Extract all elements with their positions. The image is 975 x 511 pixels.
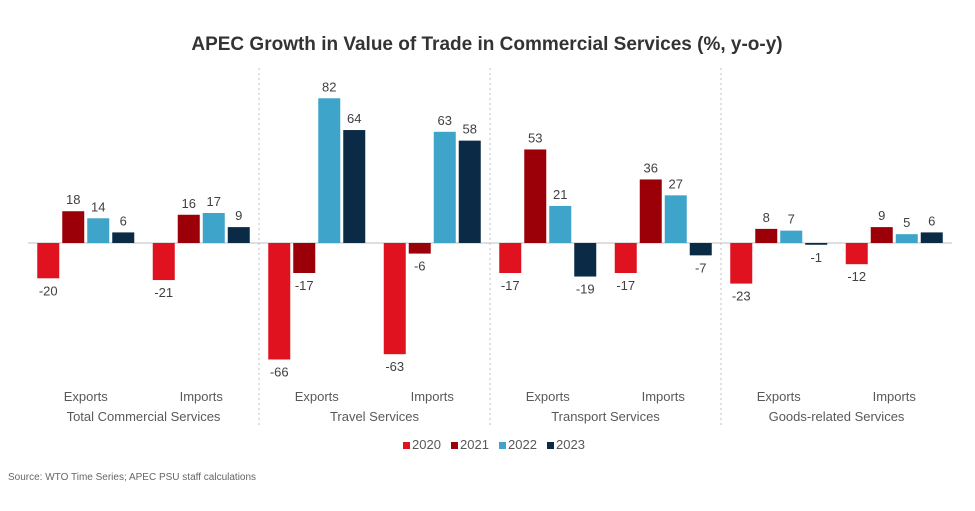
- data-label: 64: [347, 111, 361, 126]
- bar-2022: [780, 230, 803, 243]
- group-label: Goods-related Services: [769, 409, 905, 424]
- data-label: -7: [695, 260, 707, 275]
- legend-label-2021: 2021: [460, 437, 489, 452]
- bar-2022: [549, 205, 572, 243]
- bar-2021: [639, 179, 662, 243]
- data-label: 9: [878, 208, 885, 223]
- bar-2020: [730, 243, 753, 284]
- category-labels: Exports Imports Total Commercial Services E…: [64, 389, 917, 424]
- bars: [37, 98, 943, 360]
- data-label: 36: [644, 160, 658, 175]
- bar-2023: [458, 140, 481, 243]
- bar-2023: [689, 243, 712, 256]
- bar-2023: [112, 232, 135, 243]
- legend-label-2020: 2020: [412, 437, 441, 452]
- data-label: 5: [903, 215, 910, 230]
- data-label: 9: [235, 208, 242, 223]
- group-label: Travel Services: [330, 409, 420, 424]
- data-label: -66: [270, 364, 289, 379]
- bar-2021: [293, 243, 316, 274]
- category-label: Exports: [64, 389, 109, 404]
- data-label: 8: [763, 210, 770, 225]
- bar-2021: [62, 211, 85, 243]
- data-label: -20: [39, 283, 58, 298]
- data-label: -17: [501, 278, 520, 293]
- bar-2021: [524, 149, 547, 243]
- data-label: 6: [120, 213, 127, 228]
- bar-2020: [614, 243, 637, 274]
- legend-swatch-2022: [499, 442, 506, 449]
- category-label: Exports: [757, 389, 802, 404]
- legend-swatch-2021: [451, 442, 458, 449]
- bar-2023: [343, 130, 366, 243]
- bar-2020: [152, 243, 175, 281]
- bar-2020: [383, 243, 406, 355]
- category-label: Imports: [180, 389, 224, 404]
- data-label: -1: [810, 250, 822, 265]
- data-label: -19: [576, 282, 595, 297]
- data-label: 14: [91, 199, 105, 214]
- data-label: 27: [669, 176, 683, 191]
- data-label: 7: [788, 212, 795, 227]
- bar-2022: [664, 195, 687, 243]
- bar-2023: [227, 227, 250, 243]
- bar-2020: [499, 243, 522, 274]
- data-label: -12: [847, 269, 866, 284]
- bar-2020: [845, 243, 868, 265]
- data-label: -63: [385, 359, 404, 374]
- data-label: -21: [154, 285, 173, 300]
- legend-swatch-2020: [403, 442, 410, 449]
- category-label: Imports: [411, 389, 455, 404]
- data-label: -17: [295, 278, 314, 293]
- bar-2021: [177, 214, 200, 243]
- legend-label-2022: 2022: [508, 437, 537, 452]
- bar-2021: [408, 243, 431, 254]
- data-label: -23: [732, 289, 751, 304]
- data-label: 16: [182, 196, 196, 211]
- legend-swatch-2023: [547, 442, 554, 449]
- bar-2023: [805, 243, 828, 245]
- bar-2022: [87, 218, 110, 243]
- data-label: -17: [616, 278, 635, 293]
- bar-2021: [755, 228, 778, 243]
- bar-2022: [895, 234, 918, 243]
- data-label: 6: [928, 213, 935, 228]
- group-label: Total Commercial Services: [67, 409, 221, 424]
- bar-2022: [318, 98, 341, 244]
- chart-title: APEC Growth in Value of Trade in Commerc…: [191, 34, 782, 55]
- data-label: 58: [463, 122, 477, 137]
- bar-2022: [202, 212, 225, 243]
- bar-2023: [920, 232, 943, 243]
- category-label: Exports: [526, 389, 571, 404]
- bar-2023: [574, 243, 597, 277]
- bar-2020: [268, 243, 291, 360]
- legend: 2020 2021 2022 2023: [403, 437, 585, 452]
- source-note: Source: WTO Time Series; APEC PSU staff …: [8, 472, 256, 483]
- data-label: 17: [207, 194, 221, 209]
- bar-2020: [37, 243, 60, 279]
- category-label: Exports: [295, 389, 340, 404]
- data-label: 18: [66, 192, 80, 207]
- legend-label-2023: 2023: [556, 437, 585, 452]
- data-label: 82: [322, 79, 336, 94]
- data-label: 21: [553, 187, 567, 202]
- category-label: Imports: [642, 389, 686, 404]
- data-label: 53: [528, 130, 542, 145]
- bar-2021: [870, 227, 893, 243]
- data-label: -6: [414, 259, 426, 274]
- category-label: Imports: [873, 389, 917, 404]
- bar-2022: [433, 131, 456, 243]
- data-label: 63: [438, 113, 452, 128]
- group-label: Transport Services: [551, 409, 660, 424]
